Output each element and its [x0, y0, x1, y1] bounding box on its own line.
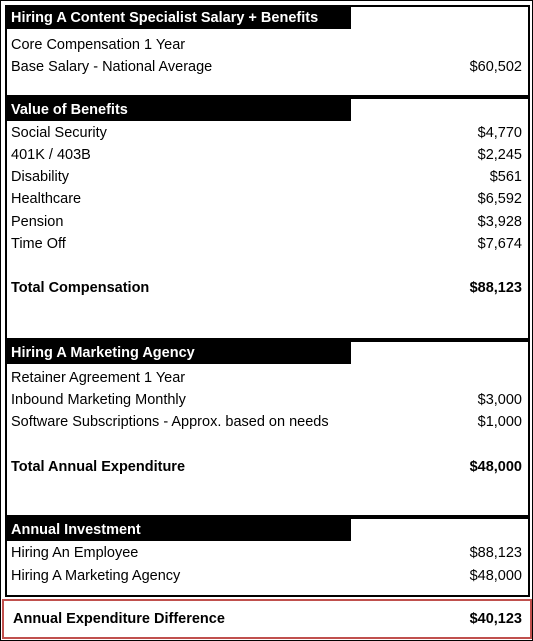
annual-difference-highlight: Annual Expenditure Difference $40,123: [2, 599, 532, 639]
row-value: $4,770: [477, 125, 522, 141]
investment-section: Annual Investment Hiring An Employee $88…: [5, 517, 530, 597]
row-label: Hiring A Marketing Agency: [11, 568, 181, 584]
row-label: Pension: [11, 214, 64, 230]
row-value: $88,123: [469, 545, 522, 561]
row-label: Hiring An Employee: [11, 545, 139, 561]
row-label: Base Salary - National Average: [11, 59, 213, 75]
row-value: $48,000: [469, 568, 522, 584]
benefits-section-header: Value of Benefits: [7, 99, 351, 121]
row-label: Total Annual Expenditure: [11, 459, 186, 475]
row-label: Total Compensation: [11, 280, 150, 296]
agency-section-header: Hiring A Marketing Agency: [7, 342, 351, 364]
row-value: $2,245: [477, 147, 522, 163]
row-label: 401K / 403B: [11, 147, 91, 163]
row-value: $561: [489, 169, 522, 185]
row-value: $3,000: [477, 392, 522, 408]
row-value: $40,123: [469, 611, 522, 627]
table-row: Healthcare $6,592: [7, 188, 528, 210]
total-compensation-row: Total Compensation $88,123: [7, 277, 528, 299]
row-label: Inbound Marketing Monthly: [11, 392, 186, 408]
salary-section: Hiring A Content Specialist Salary + Ben…: [5, 5, 530, 97]
table-row: Time Off $7,674: [7, 233, 528, 255]
table-row: Core Compensation 1 Year: [7, 34, 528, 56]
table-row: Social Security $4,770: [7, 122, 528, 144]
row-label: Core Compensation 1 Year: [11, 37, 186, 53]
salary-section-header: Hiring A Content Specialist Salary + Ben…: [7, 7, 351, 29]
row-label: Annual Expenditure Difference: [13, 611, 225, 627]
annual-difference-row: Annual Expenditure Difference $40,123: [9, 608, 528, 630]
agency-section: Hiring A Marketing Agency Retainer Agree…: [5, 340, 530, 517]
row-label: Time Off: [11, 236, 66, 252]
row-value: $7,674: [477, 236, 522, 252]
table-row: Base Salary - National Average $60,502: [7, 56, 528, 78]
table-row: 401K / 403B $2,245: [7, 144, 528, 166]
table-row: Disability $561: [7, 166, 528, 188]
table-row: Retainer Agreement 1 Year: [7, 367, 528, 389]
row-label: Healthcare: [11, 191, 82, 207]
table-row: Pension $3,928: [7, 211, 528, 233]
table-row: Inbound Marketing Monthly $3,000: [7, 389, 528, 411]
row-label: Software Subscriptions - Approx. based o…: [11, 414, 329, 430]
total-expenditure-row: Total Annual Expenditure $48,000: [7, 456, 528, 478]
table-row: Software Subscriptions - Approx. based o…: [7, 411, 528, 433]
investment-section-header: Annual Investment: [7, 519, 351, 541]
row-label: Retainer Agreement 1 Year: [11, 370, 186, 386]
row-label: Social Security: [11, 125, 107, 141]
row-label: Disability: [11, 169, 70, 185]
row-value: $6,592: [477, 191, 522, 207]
table-row: Hiring An Employee $88,123: [7, 542, 528, 564]
row-value: $48,000: [469, 459, 522, 475]
table-row: Hiring A Marketing Agency $48,000: [7, 565, 528, 587]
row-value: $88,123: [469, 280, 522, 296]
benefits-section: Value of Benefits Social Security $4,770…: [5, 97, 530, 340]
row-value: $60,502: [469, 59, 522, 75]
row-value: $1,000: [477, 414, 522, 430]
row-value: $3,928: [477, 214, 522, 230]
